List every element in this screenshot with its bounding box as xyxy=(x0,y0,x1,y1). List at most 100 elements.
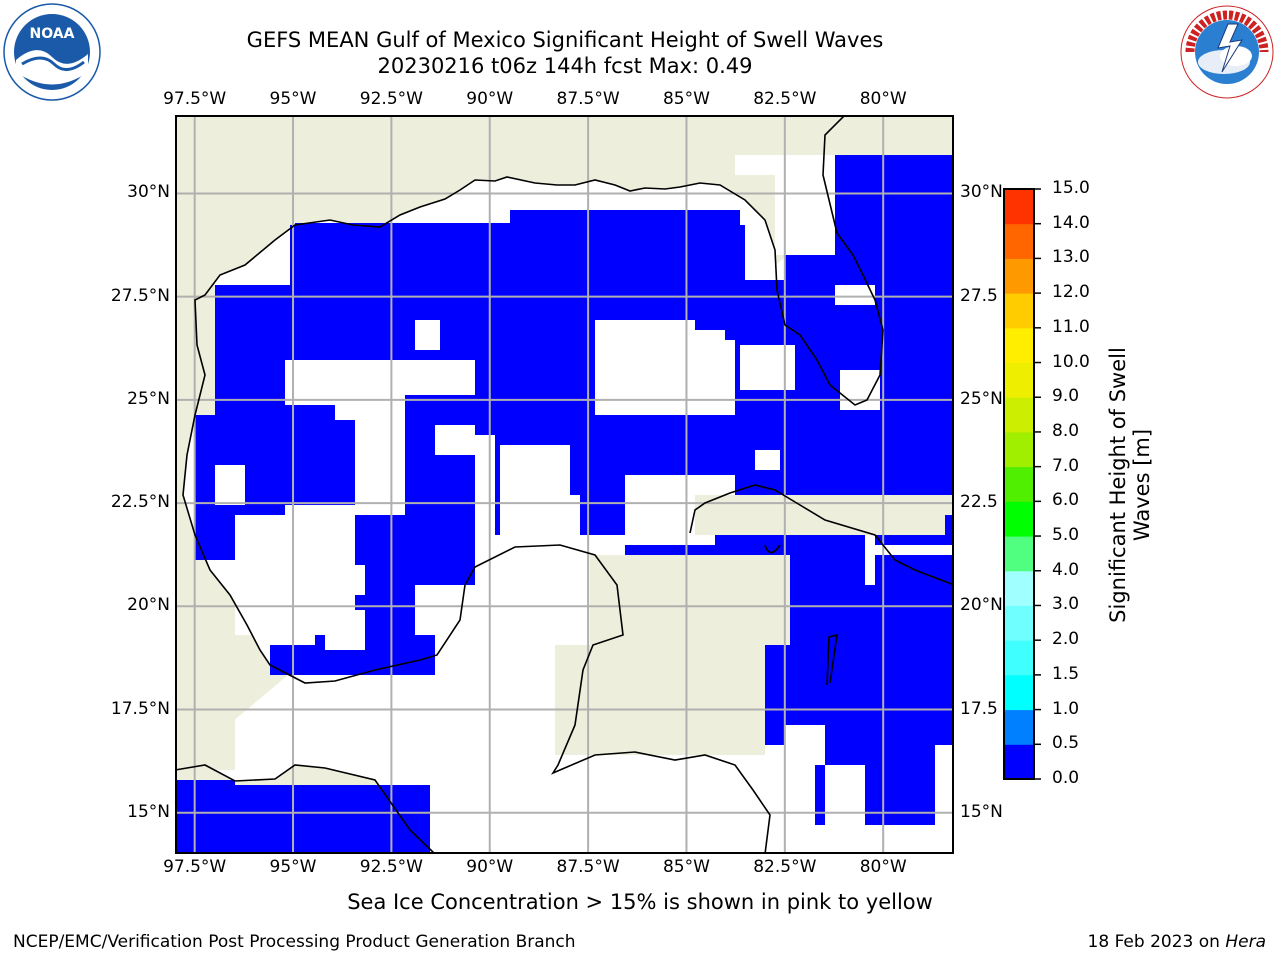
colorbar-tick-label: 2.0 xyxy=(1052,629,1080,650)
colorbar-band xyxy=(1004,640,1034,676)
coastlines xyxy=(175,115,954,854)
land-overlay xyxy=(775,495,954,515)
colorbar-tick-label: 6.0 xyxy=(1052,490,1080,511)
lon-label-bottom: 92.5°W xyxy=(359,857,423,877)
noaa-logo: NOAA xyxy=(2,2,102,102)
colorbar-band xyxy=(1004,605,1034,641)
colorbar-band xyxy=(1004,744,1034,780)
lon-label-top: 85°W xyxy=(662,89,710,109)
calm-area xyxy=(840,370,880,410)
colorbar-band xyxy=(1004,189,1034,225)
colorbar-band xyxy=(1004,362,1034,398)
swell-cell xyxy=(405,395,475,585)
lat-label-left: 22.5°N xyxy=(110,492,170,513)
lon-label-top: 87.5°W xyxy=(556,89,620,109)
lon-label-top: 80°W xyxy=(859,89,907,109)
colorbar-tick-label: 9.0 xyxy=(1052,386,1080,407)
colorbar-band xyxy=(1004,223,1034,259)
lon-label-bottom: 97.5°W xyxy=(163,857,227,877)
colorbar-band xyxy=(1004,327,1034,364)
lon-label-bottom: 90°W xyxy=(466,857,514,877)
colorbar-tick-label: 13.0 xyxy=(1052,247,1090,268)
swell-cell xyxy=(905,615,954,715)
lon-label-bottom: 80°W xyxy=(859,857,907,877)
lon-label-top: 97.5°W xyxy=(163,89,227,109)
lon-label-bottom: 95°W xyxy=(269,857,317,877)
colorbar-tick-label: 10.0 xyxy=(1052,351,1090,372)
chart-title: GEFS MEAN Gulf of Mexico Significant Hei… xyxy=(246,28,884,52)
calm-area xyxy=(415,320,440,350)
colorbar-band xyxy=(1004,397,1034,433)
calm-area xyxy=(740,345,795,390)
footer-machine: Hera xyxy=(1225,932,1266,952)
calm-area xyxy=(325,610,365,650)
lat-label-right: 30°N xyxy=(960,182,1003,203)
colorbar-band xyxy=(1004,501,1034,537)
colorbar-tick-label: 12.0 xyxy=(1052,282,1090,303)
colorbar-band xyxy=(1004,709,1034,745)
colorbar-tick-label: 4.0 xyxy=(1052,559,1080,580)
footer-right: 18 Feb 2023 on Hera xyxy=(1088,932,1266,952)
swell-cell xyxy=(585,415,785,475)
colorbar-tick-label: 7.0 xyxy=(1052,455,1080,476)
calm-area xyxy=(235,515,315,635)
lon-label-top: 95°W xyxy=(269,89,317,109)
colorbar-label: Significant Height of Swell Waves [m] xyxy=(1106,347,1154,623)
footer-date: 18 Feb 2023 on xyxy=(1087,932,1226,952)
calm-area xyxy=(215,465,245,505)
lon-label-bottom: 82.5°W xyxy=(753,857,817,877)
nws-logo xyxy=(1178,4,1276,100)
colorbar-tick-label: 3.0 xyxy=(1052,594,1080,615)
land-overlay xyxy=(590,555,790,645)
calm-area xyxy=(825,765,865,825)
colorbar-band xyxy=(1004,466,1034,502)
colorbar xyxy=(1003,188,1041,780)
lon-label-top: 90°W xyxy=(466,89,514,109)
footer-left: NCEP/EMC/Verification Post Processing Pr… xyxy=(13,932,576,952)
chart-subtitle: 20230216 t06z 144h fcst Max: 0.49 xyxy=(377,54,753,78)
swell-cell xyxy=(770,415,950,505)
colorbar-tick-label: 8.0 xyxy=(1052,420,1080,441)
colorbar-band xyxy=(1004,258,1034,294)
lon-label-top: 82.5°W xyxy=(753,89,817,109)
colorbar-band xyxy=(1004,293,1034,329)
colorbar-band xyxy=(1004,431,1034,468)
colorbar-tick-label: 1.5 xyxy=(1052,663,1080,684)
map-plot xyxy=(175,115,954,854)
colorbar-band xyxy=(1004,570,1034,606)
lon-label-bottom: 87.5°W xyxy=(556,857,620,877)
lat-label-left: 20°N xyxy=(127,595,170,616)
colorbar-tick-label: 0.0 xyxy=(1052,768,1080,788)
lat-label-right: 20°N xyxy=(960,595,1003,616)
colorbar-band xyxy=(1004,674,1034,711)
lat-label-left: 15°N xyxy=(127,801,170,822)
land-overlay xyxy=(175,715,235,770)
lat-label-right: 17.5 xyxy=(960,698,998,719)
lat-label-right: 25°N xyxy=(960,388,1003,409)
land-overlay xyxy=(555,645,765,755)
lat-label-left: 25°N xyxy=(127,388,170,409)
lat-label-left: 30°N xyxy=(127,182,170,203)
lat-label-right: 15°N xyxy=(960,801,1003,822)
calm-area xyxy=(335,565,365,595)
colorbar-tick-label: 11.0 xyxy=(1052,316,1090,337)
lat-label-left: 17.5°N xyxy=(110,698,170,719)
lon-label-bottom: 85°W xyxy=(662,857,710,877)
colorbar-tick-label: 1.0 xyxy=(1052,698,1080,719)
land-overlay xyxy=(175,115,295,225)
colorbar-tick-label: 5.0 xyxy=(1052,525,1080,546)
swell-cell xyxy=(230,785,430,854)
calm-area xyxy=(435,425,475,455)
sea-ice-note: Sea Ice Concentration > 15% is shown in … xyxy=(347,890,933,914)
lat-label-right: 27.5 xyxy=(960,285,998,306)
calm-area xyxy=(335,370,405,420)
lon-label-top: 92.5°W xyxy=(359,89,423,109)
swell-cell xyxy=(175,780,235,854)
map-frame xyxy=(175,115,954,854)
colorbar-band xyxy=(1004,536,1034,572)
colorbar-tick-label: 0.5 xyxy=(1052,733,1080,754)
calm-area xyxy=(695,330,725,355)
colorbar-tick-label: 15.0 xyxy=(1052,178,1090,198)
noaa-logo-text: NOAA xyxy=(30,26,75,42)
calm-area xyxy=(755,450,780,470)
